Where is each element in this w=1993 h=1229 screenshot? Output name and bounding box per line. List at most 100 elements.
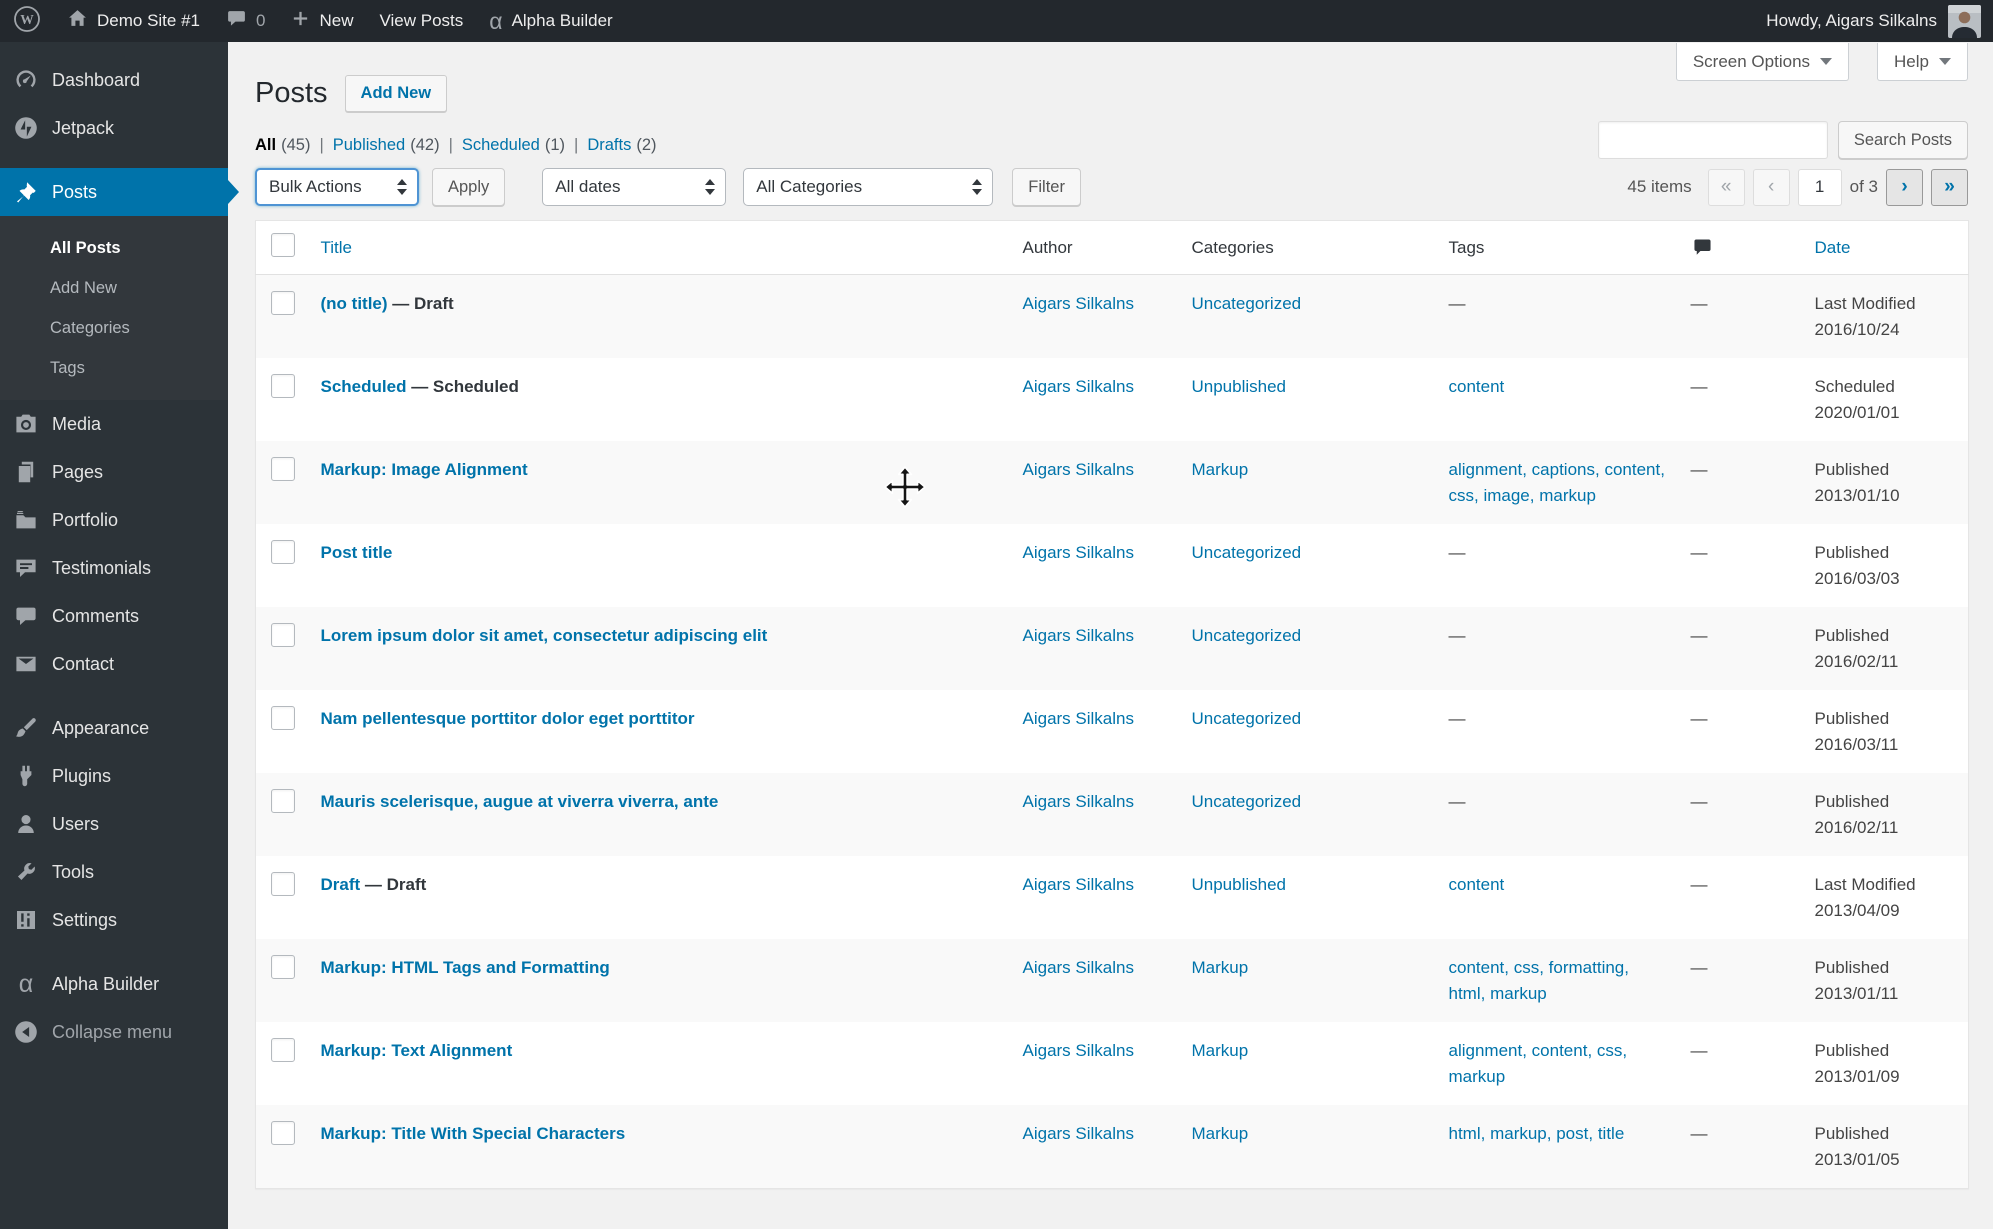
author-link[interactable]: Aigars Silkalns (1022, 294, 1135, 313)
sidebar-item-media[interactable]: Media (0, 400, 228, 448)
tag-link[interactable]: css (1596, 1041, 1623, 1060)
post-title-link[interactable]: Markup: HTML Tags and Formatting (320, 958, 610, 977)
sidebar-item-contact[interactable]: Contact (0, 640, 228, 688)
post-title-link[interactable]: Mauris scelerisque, augue at viverra viv… (320, 792, 719, 811)
user-avatar[interactable] (1948, 4, 1981, 38)
author-link[interactable]: Aigars Silkalns (1022, 460, 1135, 479)
submenu-item-tags[interactable]: Tags (50, 358, 85, 377)
row-checkbox[interactable] (271, 457, 295, 481)
tag-link[interactable]: formatting (1548, 958, 1625, 977)
post-title-link[interactable]: Markup: Title With Special Characters (320, 1124, 626, 1143)
filter-button[interactable]: Filter (1012, 168, 1081, 206)
sidebar-item-users[interactable]: Users (0, 800, 228, 848)
post-title-link[interactable]: Lorem ipsum dolor sit amet, consectetur … (320, 626, 768, 645)
apply-button[interactable]: Apply (432, 168, 506, 206)
post-title-link[interactable]: Markup: Text Alignment (320, 1041, 513, 1060)
sort-title-header[interactable]: Title (320, 237, 353, 257)
author-link[interactable]: Aigars Silkalns (1022, 626, 1135, 645)
author-link[interactable]: Aigars Silkalns (1022, 1124, 1135, 1143)
category-link[interactable]: Uncategorized (1191, 543, 1302, 562)
sidebar-item-pages[interactable]: Pages (0, 448, 228, 496)
sidebar-item-comments[interactable]: Comments (0, 592, 228, 640)
author-link[interactable]: Aigars Silkalns (1022, 377, 1135, 396)
category-link[interactable]: Uncategorized (1191, 294, 1302, 313)
site-name-menu[interactable]: Demo Site #1 (54, 0, 213, 42)
sidebar-item-dashboard[interactable]: Dashboard (0, 56, 228, 104)
post-title-link[interactable]: Scheduled (320, 377, 407, 396)
sidebar-item-settings[interactable]: Settings (0, 896, 228, 944)
help-button[interactable]: Help (1877, 43, 1968, 81)
tag-link[interactable]: content (1531, 1041, 1588, 1060)
category-link[interactable]: Uncategorized (1191, 792, 1302, 811)
submenu-item-add-new[interactable]: Add New (50, 278, 117, 297)
tag-link[interactable]: captions (1531, 460, 1595, 479)
submenu-item-categories[interactable]: Categories (50, 318, 130, 337)
author-link[interactable]: Aigars Silkalns (1022, 958, 1135, 977)
tag-link[interactable]: post (1556, 1124, 1589, 1143)
tag-link[interactable]: alignment (1448, 460, 1523, 479)
select-all-checkbox[interactable] (271, 233, 295, 257)
row-checkbox[interactable] (271, 955, 295, 979)
category-link[interactable]: Markup (1191, 1124, 1249, 1143)
sidebar-item-tools[interactable]: Tools (0, 848, 228, 896)
submenu-item-all-posts[interactable]: All Posts (50, 238, 121, 257)
row-checkbox[interactable] (271, 374, 295, 398)
category-link[interactable]: Uncategorized (1191, 626, 1302, 645)
tag-link[interactable]: title (1597, 1124, 1625, 1143)
sidebar-item-portfolio[interactable]: Portfolio (0, 496, 228, 544)
view-filter-link[interactable]: Scheduled (461, 136, 540, 154)
tag-link[interactable]: css (1448, 486, 1475, 505)
row-checkbox[interactable] (271, 1121, 295, 1145)
category-link[interactable]: Unpublished (1191, 875, 1287, 894)
howdy-account-menu[interactable]: Howdy, Aigars Silkalns (1766, 11, 1937, 30)
post-title-link[interactable]: Post title (320, 543, 393, 562)
sidebar-item-alpha-builder[interactable]: α Alpha Builder (0, 960, 228, 1008)
tag-link[interactable]: content (1448, 377, 1505, 396)
tag-link[interactable]: markup (1490, 1124, 1547, 1143)
sidebar-item-jetpack[interactable]: Jetpack (0, 104, 228, 152)
tag-link[interactable]: markup (1539, 486, 1596, 505)
row-checkbox[interactable] (271, 623, 295, 647)
screen-options-button[interactable]: Screen Options (1675, 43, 1850, 81)
bulk-actions-select[interactable]: Bulk Actions (255, 168, 419, 206)
tag-link[interactable]: markup (1490, 984, 1547, 1003)
tag-link[interactable]: content (1604, 460, 1661, 479)
author-link[interactable]: Aigars Silkalns (1022, 709, 1135, 728)
author-link[interactable]: Aigars Silkalns (1022, 792, 1135, 811)
sidebar-item-posts[interactable]: Posts (0, 168, 239, 216)
row-checkbox[interactable] (271, 1038, 295, 1062)
dates-filter-select[interactable]: All dates (542, 168, 727, 206)
view-filter-link[interactable]: All (255, 136, 277, 154)
category-link[interactable]: Unpublished (1191, 377, 1287, 396)
row-checkbox[interactable] (271, 540, 295, 564)
alpha-builder-menu[interactable]: α Alpha Builder (476, 0, 625, 42)
author-link[interactable]: Aigars Silkalns (1022, 1041, 1135, 1060)
tag-link[interactable]: alignment (1448, 1041, 1523, 1060)
tag-link[interactable]: css (1513, 958, 1540, 977)
next-page-button[interactable]: › (1886, 168, 1923, 206)
author-link[interactable]: Aigars Silkalns (1022, 875, 1135, 894)
view-filter-link[interactable]: Published (332, 136, 406, 154)
post-title-link[interactable]: (no title) (320, 294, 388, 313)
tag-link[interactable]: html (1448, 984, 1481, 1003)
view-posts-menu[interactable]: View Posts (366, 0, 476, 42)
sidebar-item-plugins[interactable]: Plugins (0, 752, 228, 800)
add-new-button[interactable]: Add New (344, 75, 448, 112)
sidebar-item-collapse-menu[interactable]: Collapse menu (0, 1008, 228, 1056)
new-content-menu[interactable]: New (278, 0, 366, 42)
post-title-link[interactable]: Nam pellentesque porttitor dolor eget po… (320, 709, 695, 728)
view-filter-link[interactable]: Drafts (587, 136, 632, 154)
tag-link[interactable]: image (1483, 486, 1530, 505)
author-link[interactable]: Aigars Silkalns (1022, 543, 1135, 562)
row-checkbox[interactable] (271, 291, 295, 315)
row-checkbox[interactable] (271, 789, 295, 813)
last-page-button[interactable]: » (1931, 168, 1968, 206)
sidebar-item-appearance[interactable]: Appearance (0, 704, 228, 752)
tag-link[interactable]: content (1448, 875, 1505, 894)
search-posts-button[interactable]: Search Posts (1837, 121, 1968, 159)
post-title-link[interactable]: Markup: Image Alignment (320, 460, 528, 479)
sidebar-item-testimonials[interactable]: Testimonials (0, 544, 228, 592)
wordpress-logo-menu[interactable]: W (0, 0, 54, 42)
sort-date-header[interactable]: Date (1814, 237, 1851, 257)
row-checkbox[interactable] (271, 706, 295, 730)
